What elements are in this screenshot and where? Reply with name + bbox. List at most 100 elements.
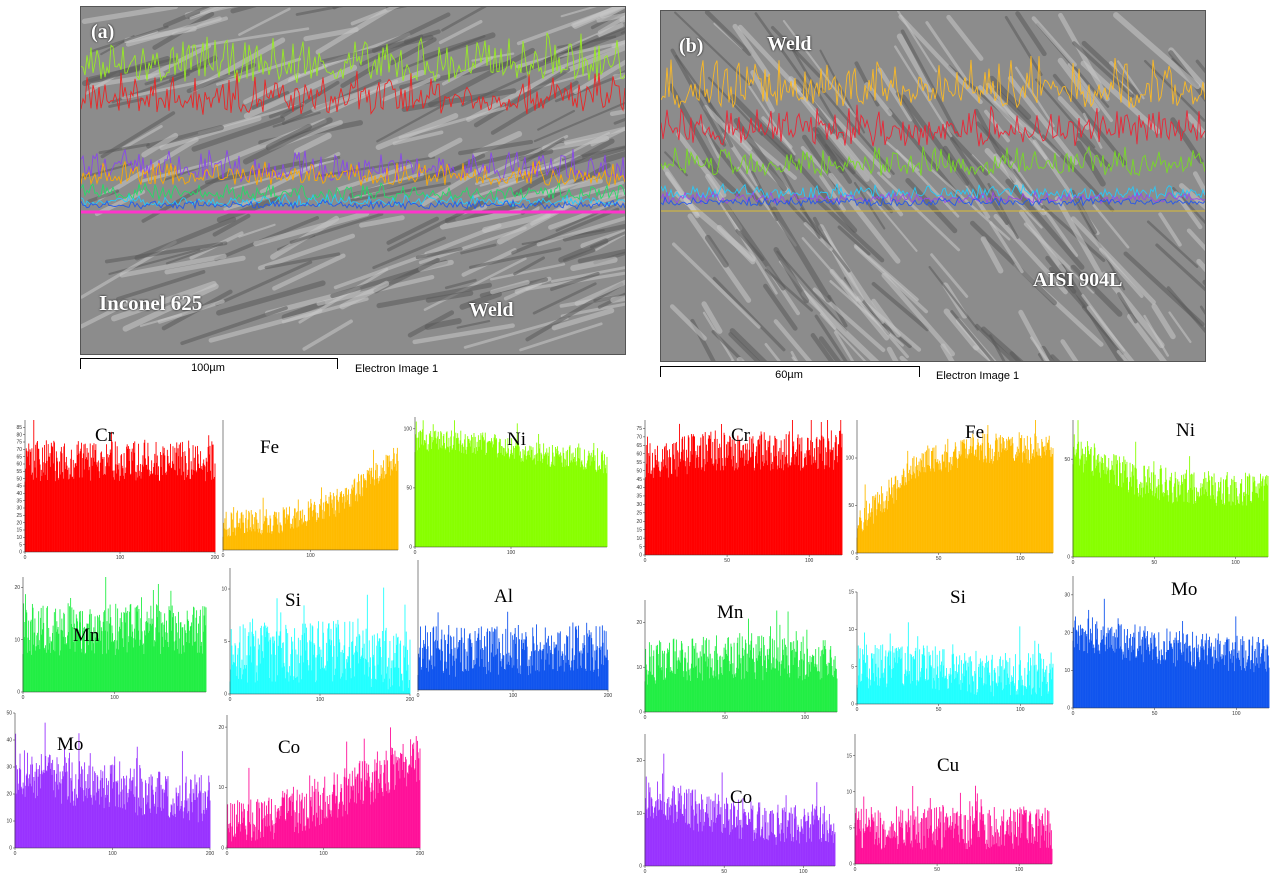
y-tick-label: 80 <box>16 432 22 438</box>
sem-texture <box>532 282 597 315</box>
y-tick-label: 30 <box>6 765 12 771</box>
x-tick-label: 100 <box>801 715 810 721</box>
x-tick-label: 50 <box>1151 560 1157 566</box>
sem-texture <box>376 104 444 143</box>
sem-texture <box>793 79 836 134</box>
y-tick-label: 5 <box>224 639 227 645</box>
y-tick-label: 40 <box>16 491 22 497</box>
sem-texture <box>272 253 346 291</box>
sem-texture <box>389 37 437 66</box>
sem-texture <box>670 48 727 147</box>
sem-texture <box>108 248 201 276</box>
scale-label-a: 100µm <box>191 362 225 374</box>
x-tick-label: 0 <box>226 851 229 857</box>
sem-texture <box>877 67 913 122</box>
line-scan-trace <box>81 159 625 188</box>
y-tick-label: 40 <box>6 738 12 744</box>
sem-texture <box>1081 305 1125 355</box>
y-tick-label: 10 <box>6 819 12 825</box>
y-tick-label: 85 <box>16 425 22 431</box>
x-tick-label: 100 <box>306 553 315 559</box>
sem-texture <box>949 137 1009 225</box>
sem-texture <box>763 283 798 331</box>
sem-texture <box>818 336 841 361</box>
sem-texture <box>1196 258 1205 273</box>
sem-texture <box>704 234 729 268</box>
y-tick-label: 65 <box>16 454 22 460</box>
sem-texture <box>1117 292 1138 324</box>
sem-texture <box>754 12 810 89</box>
chart-mn-svg: 0 10 20 0 50 100 <box>636 600 838 721</box>
sem-texture <box>1054 196 1105 281</box>
sem-texture <box>169 55 218 83</box>
x-tick-label: 100 <box>1231 560 1240 566</box>
sem-texture <box>894 45 953 138</box>
y-tick-label: 60 <box>636 451 642 457</box>
sem-texture <box>942 145 981 200</box>
sem-texture <box>574 279 625 307</box>
element-label-a-si: Si <box>285 590 301 611</box>
y-tick-label: 10 <box>218 785 224 791</box>
sem-texture <box>427 47 536 108</box>
element-label-a-ni: Ni <box>507 429 526 450</box>
sem-texture <box>1015 11 1047 57</box>
sem-texture <box>1086 305 1135 361</box>
x-tick-label: 200 <box>206 851 215 857</box>
y-tick-label: 75 <box>16 440 22 446</box>
line-scan-trace <box>81 197 625 211</box>
sem-texture <box>550 271 600 292</box>
sem-texture <box>871 298 901 338</box>
sem-texture <box>820 87 895 175</box>
chart-mo-svg: 0 10 20 30 40 50 0 100 200 <box>6 711 214 857</box>
sem-texture <box>669 304 707 341</box>
sem-texture <box>119 253 227 278</box>
sem-texture <box>376 282 492 309</box>
y-tick-label: 30 <box>16 506 22 512</box>
sem-texture <box>750 70 775 113</box>
sem-texture <box>989 221 1024 274</box>
x-tick-label: 0 <box>14 851 17 857</box>
sem-texture <box>189 7 226 20</box>
chart-si-svg: 0 5 10 15 0 50 100 <box>848 590 1054 713</box>
sem-texture <box>216 280 326 316</box>
x-tick-label: 100 <box>1016 556 1025 562</box>
sem-texture <box>460 243 497 255</box>
sem-texture <box>124 25 197 44</box>
y-tick-label: 100 <box>404 427 413 433</box>
x-tick-label: 100 <box>509 693 518 699</box>
sem-texture <box>190 27 310 49</box>
sem-texture <box>424 318 462 330</box>
y-tick-label: 15 <box>636 527 642 533</box>
sem-texture <box>577 248 625 264</box>
sem-texture <box>946 14 984 61</box>
sem-texture <box>610 295 625 303</box>
sem-texture <box>1072 41 1135 98</box>
sem-texture <box>595 232 625 251</box>
sem-texture <box>603 151 625 163</box>
sem-texture <box>1049 267 1086 308</box>
y-tick-label: 5 <box>19 542 22 548</box>
sem-texture <box>730 94 796 161</box>
y-tick-label: 20 <box>16 520 22 526</box>
sem-texture <box>293 132 332 155</box>
x-tick-label: 100 <box>316 697 325 703</box>
sem-texture <box>551 307 615 331</box>
sem-texture <box>104 241 228 264</box>
sem-texture <box>729 328 768 361</box>
sem-texture <box>764 268 814 312</box>
sem-texture <box>348 170 446 198</box>
sem-texture <box>712 276 786 352</box>
chart-ni-svg: 0 50 0 50 100 <box>1064 420 1269 566</box>
x-tick-label: 100 <box>108 851 117 857</box>
sem-texture <box>272 111 321 128</box>
element-label-a-co: Co <box>278 737 301 758</box>
scale-bar-b <box>660 366 920 377</box>
x-tick-label: 0 <box>24 555 27 561</box>
sem-texture <box>773 246 810 304</box>
x-tick-label: 200 <box>416 851 425 857</box>
sem-texture <box>737 24 802 93</box>
y-tick-label: 0 <box>639 710 642 716</box>
chart-a-mo: 0 10 20 30 40 50 0 100 200 <box>6 711 214 857</box>
sem-texture <box>819 49 866 134</box>
